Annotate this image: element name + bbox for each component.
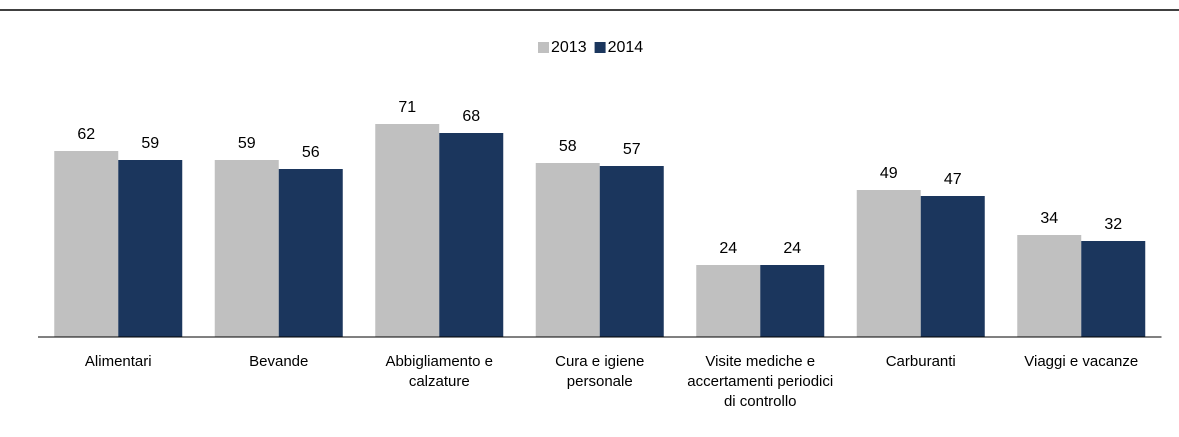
x-tick-label: Visite mediche e accertamenti periodici … (687, 353, 834, 410)
bar (375, 124, 440, 337)
bar (535, 163, 600, 337)
bar (920, 196, 985, 337)
x-tick-label: Bevande (249, 353, 309, 370)
bar (54, 151, 119, 337)
data-label: 34 (1040, 210, 1058, 227)
data-label: 24 (783, 240, 801, 257)
bar (439, 133, 504, 337)
bar (856, 190, 921, 337)
bar (214, 160, 279, 337)
data-label: 57 (623, 141, 641, 158)
data-label: 32 (1104, 216, 1122, 233)
bar (1081, 241, 1146, 337)
x-tick-label: Alimentari (84, 353, 152, 370)
data-label: 56 (302, 144, 320, 161)
legend-swatch (538, 42, 549, 53)
data-label: 71 (398, 99, 416, 116)
legend-label: 2014 (608, 39, 644, 56)
bar (760, 265, 825, 337)
data-label: 24 (719, 240, 737, 257)
data-label: 58 (559, 138, 577, 155)
data-label: 49 (880, 165, 898, 182)
bar (1017, 235, 1082, 337)
bar (118, 160, 183, 337)
x-tick-label: Viaggi e vacanze (1024, 353, 1139, 370)
legend-swatch (594, 42, 606, 53)
data-label: 59 (238, 135, 256, 152)
data-label: 47 (944, 171, 962, 188)
data-label: 62 (77, 126, 95, 143)
bar (278, 169, 343, 337)
x-tick-label: Carburanti (885, 353, 956, 370)
bar (696, 265, 761, 337)
bar (599, 166, 664, 337)
data-label: 59 (141, 135, 159, 152)
legend-label: 2013 (551, 39, 587, 56)
data-label: 68 (462, 108, 480, 125)
x-tick-label: Abbigliamento e calzature (385, 353, 494, 390)
x-tick-label: Cura e igiene personale (555, 353, 645, 390)
